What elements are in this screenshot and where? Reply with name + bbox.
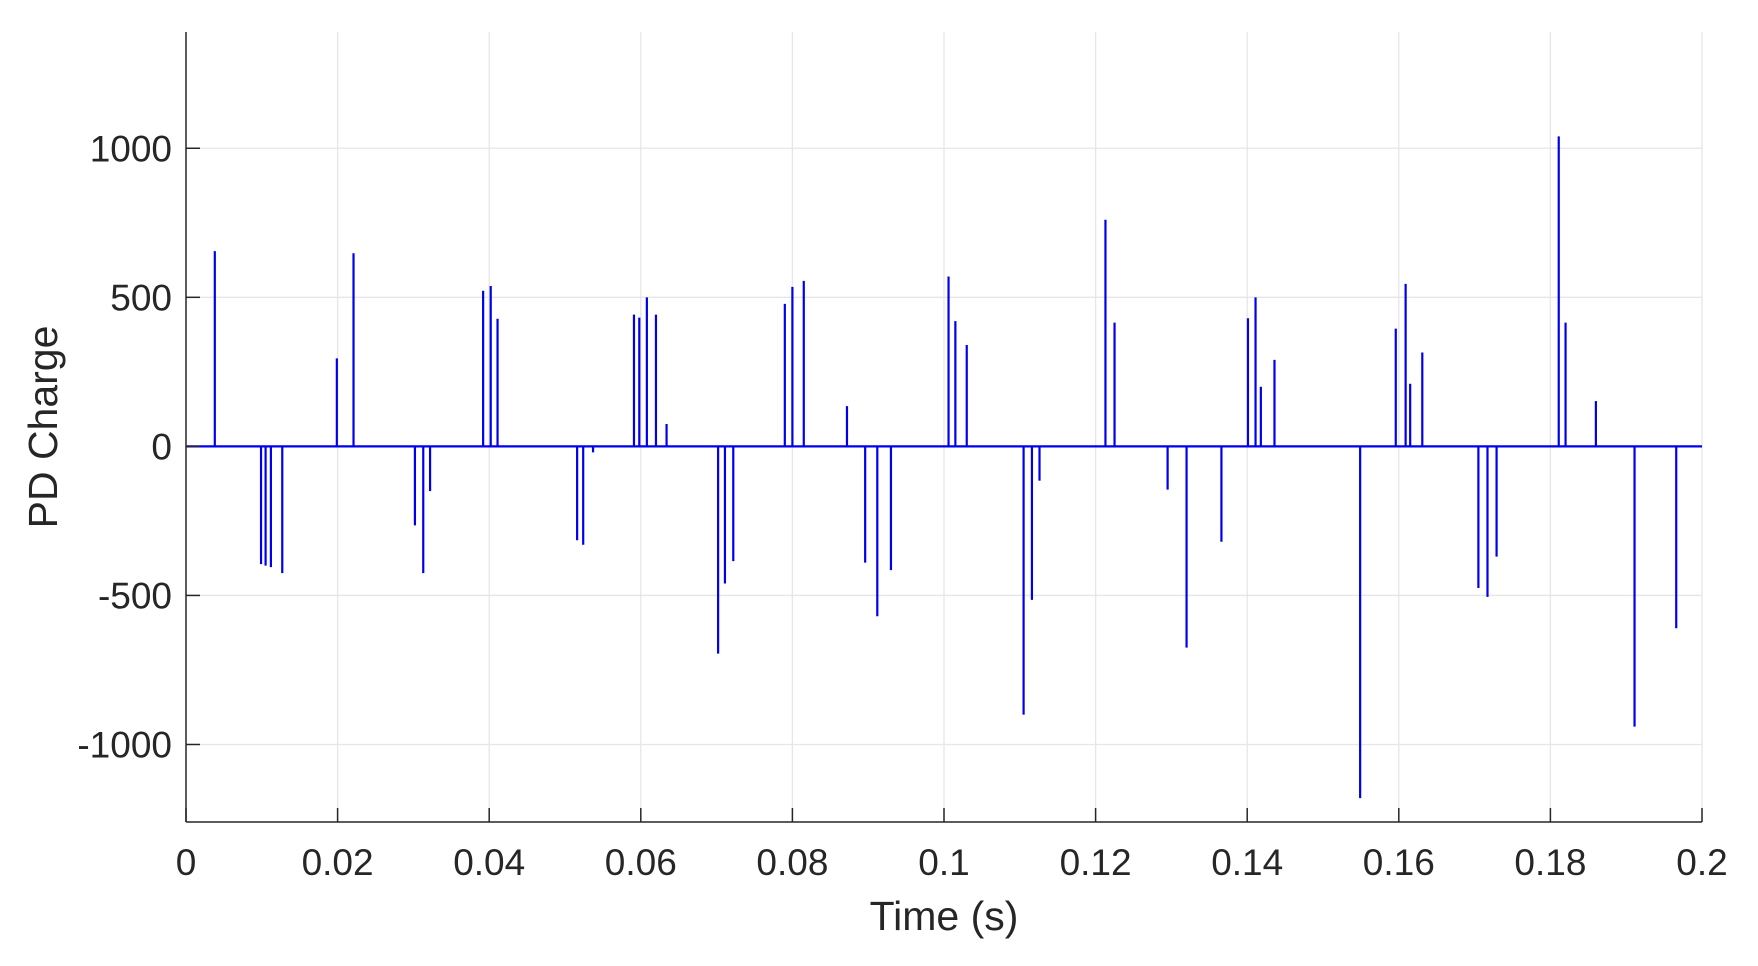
x-tick-label: 0.14 <box>1211 842 1283 883</box>
x-tick-label: 0.04 <box>453 842 525 883</box>
x-tick-label: 0.02 <box>302 842 374 883</box>
x-tick-label: 0.06 <box>605 842 677 883</box>
x-tick-label: 0.2 <box>1676 842 1727 883</box>
x-tick-label: 0.18 <box>1514 842 1586 883</box>
y-tick-labels: 1000 500 0 -500 -1000 <box>77 128 172 765</box>
x-tick-labels: 0 0.02 0.04 0.06 0.08 0.1 0.12 0.14 0.16 0.18 0.2 <box>176 842 1728 883</box>
y-tick-label: -500 <box>98 575 172 616</box>
y-tick-label: 500 <box>110 277 172 318</box>
data-series <box>213 136 1678 799</box>
x-tick-label: 0.08 <box>756 842 828 883</box>
y-tick-label: 1000 <box>90 128 172 169</box>
x-tick-label: 0.1 <box>918 842 969 883</box>
y-axis-title: PD Charge <box>20 326 66 529</box>
x-tick-label: 0 <box>176 842 197 883</box>
y-tick-label: -1000 <box>77 724 172 765</box>
grid <box>186 32 1703 822</box>
axes <box>185 32 1703 823</box>
x-tick-label: 0.16 <box>1363 842 1435 883</box>
x-axis-title: Time (s) <box>870 893 1019 939</box>
y-tick-label: 0 <box>151 426 172 467</box>
x-tick-label: 0.12 <box>1060 842 1132 883</box>
